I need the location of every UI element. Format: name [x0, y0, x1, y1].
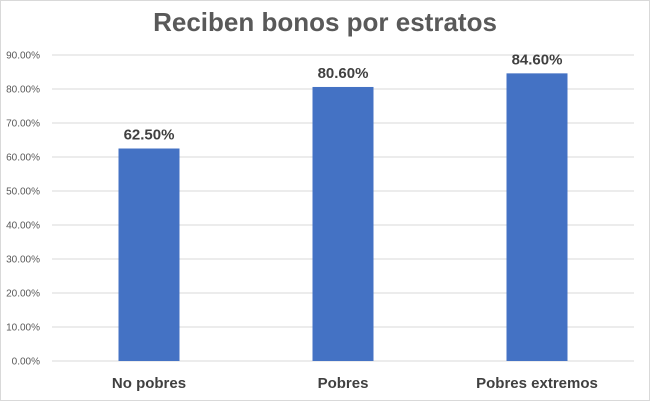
y-tick-label: 20.00%: [6, 289, 40, 300]
y-tick-label: 40.00%: [6, 221, 40, 232]
x-tick-label: Pobres extremos: [476, 375, 598, 392]
bar: [312, 86, 374, 362]
x-tick-label: Pobres: [318, 375, 369, 392]
data-label: 84.60%: [512, 51, 563, 68]
y-tick-label: 0.00%: [12, 357, 40, 368]
bar: [506, 73, 568, 362]
chart-title: Reciben bonos por estratos: [153, 7, 497, 37]
y-tick-label: 30.00%: [6, 255, 40, 266]
y-tick-label: 60.00%: [6, 153, 40, 164]
y-tick-label: 70.00%: [6, 119, 40, 130]
y-tick-label: 50.00%: [6, 187, 40, 198]
y-tick-label: 10.00%: [6, 323, 40, 334]
data-label: 62.50%: [124, 127, 175, 144]
data-label: 80.60%: [318, 65, 369, 82]
bar: [118, 148, 180, 361]
y-tick-label: 90.00%: [6, 51, 40, 62]
x-tick-label: No pobres: [112, 375, 186, 392]
y-tick-label: 80.00%: [6, 85, 40, 96]
